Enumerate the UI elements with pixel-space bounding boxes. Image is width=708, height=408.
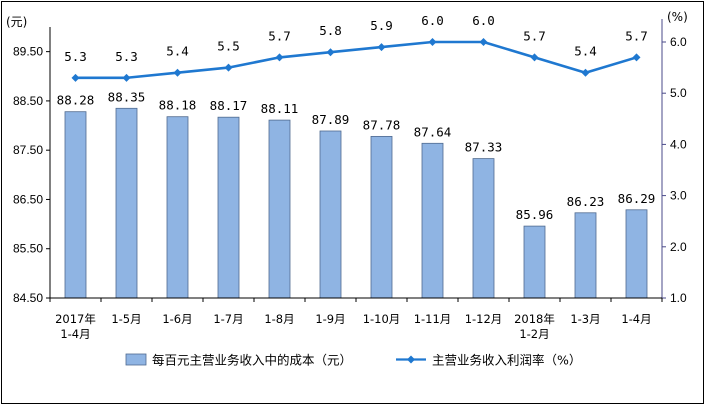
legend-bar-swatch (125, 353, 147, 366)
legend-bar-label: 每百元主营业务收入中的成本（元） (152, 353, 352, 368)
legend-line-marker (407, 355, 415, 364)
line-value-label: 5.3 (64, 49, 87, 64)
line-point (275, 53, 284, 62)
line-point (224, 63, 233, 72)
bar-value-label: 87.78 (363, 117, 401, 132)
x-tick-label: 1-12月 (465, 312, 503, 326)
y-left-tick-label: 88.50 (13, 94, 43, 108)
bar (115, 107, 138, 299)
line-path (75, 40, 637, 80)
bar-value-label: 87.64 (414, 124, 452, 139)
bar-series (64, 107, 648, 299)
line-value-label: 6.0 (472, 13, 495, 28)
y-right-tick-label: 5.0 (670, 86, 687, 100)
legend: 每百元主营业务收入中的成本（元） 主营业务收入利润率（%） (125, 353, 581, 368)
y-left-tick-label: 89.50 (13, 45, 43, 59)
bar-value-label: 88.35 (108, 89, 146, 104)
line-value-label: 5.9 (370, 18, 393, 33)
line-point (173, 68, 182, 77)
line-point (632, 53, 641, 62)
bar-value-label: 87.33 (465, 140, 503, 155)
line-point (530, 53, 539, 62)
line-series (71, 38, 641, 82)
x-tick-label: 1-2月 (519, 327, 549, 341)
line-point (479, 38, 488, 46)
y-right-unit: (%) (667, 10, 688, 24)
x-tick-label: 1-3月 (570, 312, 600, 326)
bar-value-label: 88.28 (57, 93, 95, 108)
bar-value-label: 85.96 (516, 207, 554, 222)
x-tick-label: 2018年 (514, 312, 555, 326)
line-value-label: 6.0 (421, 13, 444, 28)
y-left-tick-label: 85.50 (13, 242, 43, 256)
bar (217, 116, 240, 299)
line-point (428, 38, 437, 46)
legend-line-label: 主营业务收入利润率（%） (432, 353, 581, 368)
x-tick-label: 1-6月 (162, 312, 192, 326)
y-left-tick-label: 86.50 (13, 192, 43, 206)
y-right-tick-label: 1.0 (670, 291, 687, 305)
line-value-label: 5.7 (625, 28, 648, 43)
bar (370, 135, 393, 299)
bar-value-label: 88.17 (210, 98, 248, 113)
y-right-tick-label: 3.0 (670, 189, 687, 203)
line-value-label: 5.4 (574, 44, 597, 59)
x-tick-label: 1-4月 (60, 327, 90, 341)
x-tick-label: 1-8月 (264, 312, 294, 326)
bar (574, 212, 597, 299)
x-tick-label: 1-4月 (621, 312, 651, 326)
bar (166, 116, 189, 299)
y-left-tick-label: 87.50 (13, 143, 43, 157)
line-point (326, 48, 335, 57)
x-tick-label: 1-10月 (363, 312, 401, 326)
bar (421, 142, 444, 299)
y-left-tick-label: 84.50 (13, 291, 43, 305)
x-tick-label: 1-5月 (111, 312, 141, 326)
line-value-label: 5.7 (268, 28, 291, 43)
line-value-label: 5.4 (166, 44, 189, 59)
x-tick-label: 1-7月 (213, 312, 243, 326)
bar-value-label: 88.11 (261, 101, 299, 116)
line-value-label: 5.7 (523, 28, 546, 43)
line-point (71, 73, 80, 82)
line-value-label: 5.8 (319, 23, 342, 38)
y-right-tick-label: 6.0 (670, 35, 687, 49)
y-right-tick-label: 2.0 (670, 240, 687, 254)
x-tick-label: 1-9月 (315, 312, 345, 326)
bar (64, 111, 87, 299)
line-point (122, 73, 131, 82)
line-point (377, 43, 386, 52)
data-labels: 88.28 88.35 88.18 88.17 88.11 87.89 87.78 87.64… (57, 13, 656, 222)
x-tick-label: 1-11月 (414, 312, 452, 326)
line-point (581, 68, 590, 77)
bar-value-label: 86.23 (567, 194, 605, 209)
bar (268, 119, 291, 299)
x-tick-label: 2017年 (55, 312, 96, 326)
line-value-label: 5.5 (217, 39, 240, 54)
line-value-label: 5.3 (115, 49, 138, 64)
bar (319, 130, 342, 299)
bar-value-label: 86.29 (618, 191, 656, 206)
bar (523, 225, 546, 299)
bar (625, 209, 648, 299)
y-left-unit: (元) (6, 15, 27, 29)
y-right-tick-label: 4.0 (670, 137, 687, 151)
axes: 84.50 85.50 86.50 87.50 88.50 89.50 (元) 1.0 2.0 3… (6, 10, 688, 341)
bar-value-label: 88.18 (159, 98, 197, 113)
bar (472, 158, 495, 299)
bar-value-label: 87.89 (312, 112, 350, 127)
